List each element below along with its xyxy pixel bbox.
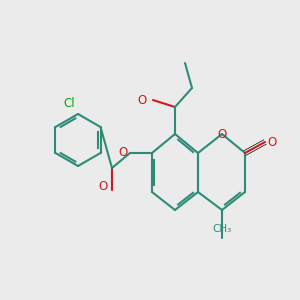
Text: O: O (99, 179, 108, 193)
Text: O: O (267, 136, 277, 148)
Text: O: O (218, 128, 226, 140)
Text: O: O (138, 94, 147, 106)
Text: CH₃: CH₃ (212, 224, 232, 234)
Text: Cl: Cl (63, 97, 75, 110)
Text: O: O (119, 146, 128, 160)
